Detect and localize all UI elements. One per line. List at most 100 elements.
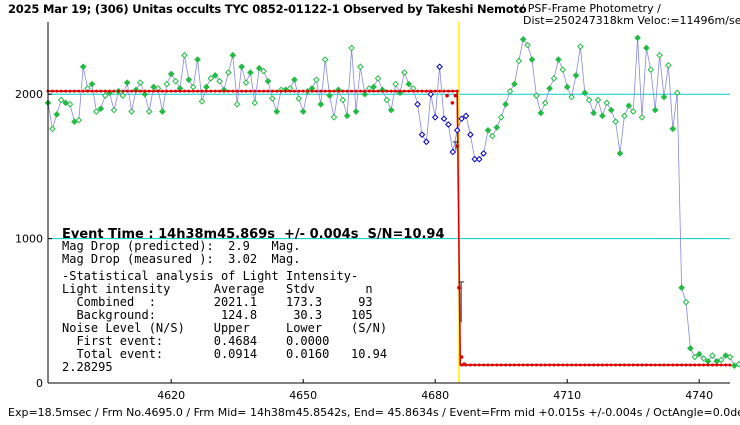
model-point [499, 363, 503, 367]
model-point [174, 89, 178, 93]
observed-point [541, 99, 549, 107]
model-point [130, 89, 134, 93]
model-point [240, 89, 244, 93]
model-point [644, 363, 648, 367]
model-point [178, 89, 182, 93]
model-point [450, 101, 455, 105]
observed-point [339, 96, 347, 104]
observed-point [260, 67, 267, 75]
observed-point [436, 63, 443, 71]
x-tick-label: 4650 [289, 389, 317, 402]
model-point [125, 89, 129, 93]
model-point [196, 89, 200, 93]
model-point [182, 89, 186, 93]
model-point [68, 89, 72, 93]
model-point [460, 363, 464, 367]
observed-point [167, 70, 175, 78]
model-point [156, 89, 160, 93]
observed-point [159, 108, 166, 115]
model-point [462, 362, 467, 367]
observed-point [330, 113, 338, 121]
model-point [614, 363, 618, 367]
model-point [662, 363, 666, 367]
observed-point [621, 112, 628, 120]
model-point [288, 89, 292, 93]
model-point [684, 363, 688, 367]
observed-point [401, 69, 408, 76]
observed-point [616, 150, 624, 157]
chart-method: / PSF-Frame Photometry / [517, 2, 661, 15]
info-line: Mag Drop (predicted): 2.9 Mag. [62, 239, 301, 253]
model-point [526, 363, 530, 367]
observed-point [79, 63, 87, 71]
model-point [473, 363, 477, 367]
model-point [231, 89, 235, 93]
observed-point [480, 150, 487, 157]
model-point [169, 89, 173, 93]
observed-point [93, 108, 100, 115]
observed-point [695, 350, 703, 358]
model-point [609, 363, 613, 367]
model-point [548, 363, 552, 367]
model-point [710, 363, 714, 367]
observed-point [599, 112, 606, 120]
model-point [574, 363, 578, 367]
observed-point [198, 98, 206, 105]
model-point [680, 363, 684, 367]
observed-point [251, 99, 259, 107]
model-point [108, 89, 112, 93]
observed-point [225, 69, 232, 76]
model-point [453, 93, 458, 98]
model-point [552, 363, 556, 367]
model-point [451, 89, 455, 93]
event-time-label: Event Time : 14h38m45.869s +/- 0.004s S/… [62, 227, 445, 242]
model-point [445, 93, 449, 98]
model-point [121, 89, 125, 93]
observed-point [467, 131, 474, 138]
observed-point [264, 77, 272, 85]
observed-point [370, 83, 377, 91]
model-point [543, 363, 547, 367]
model-point [666, 363, 670, 367]
model-point [592, 363, 596, 367]
model-point [222, 89, 226, 93]
observed-point [445, 121, 452, 128]
model-point [160, 89, 164, 93]
model-point [521, 363, 525, 367]
observed-point [163, 80, 171, 88]
model-point [433, 89, 437, 93]
observed-point [577, 43, 584, 50]
model-point [226, 89, 230, 93]
observed-point [678, 284, 685, 292]
model-point [459, 355, 464, 359]
observed-point [691, 353, 699, 361]
model-point [363, 89, 367, 93]
observed-point [665, 62, 672, 69]
model-point [81, 89, 85, 93]
model-point [539, 363, 543, 367]
model-point [306, 89, 310, 93]
model-point [394, 89, 398, 93]
model-point [671, 363, 675, 367]
observed-point [634, 34, 641, 42]
observed-point [440, 115, 448, 123]
x-tick-label: 4740 [685, 389, 713, 402]
model-point [187, 89, 191, 93]
observed-point [123, 79, 131, 86]
model-point [112, 89, 116, 93]
observed-point [656, 51, 663, 59]
model-point [468, 363, 472, 367]
observed-point [383, 96, 391, 104]
observed-point [594, 96, 602, 104]
observed-point [431, 113, 439, 121]
observed-point [709, 352, 716, 359]
model-point [561, 363, 565, 367]
model-point [275, 89, 279, 93]
model-point [446, 89, 450, 93]
observed-point [590, 109, 597, 117]
model-point [332, 89, 336, 93]
info-line: Combined : 2021.1 173.3 93 [62, 295, 373, 309]
observed-point [607, 106, 615, 114]
observed-point [181, 51, 188, 59]
